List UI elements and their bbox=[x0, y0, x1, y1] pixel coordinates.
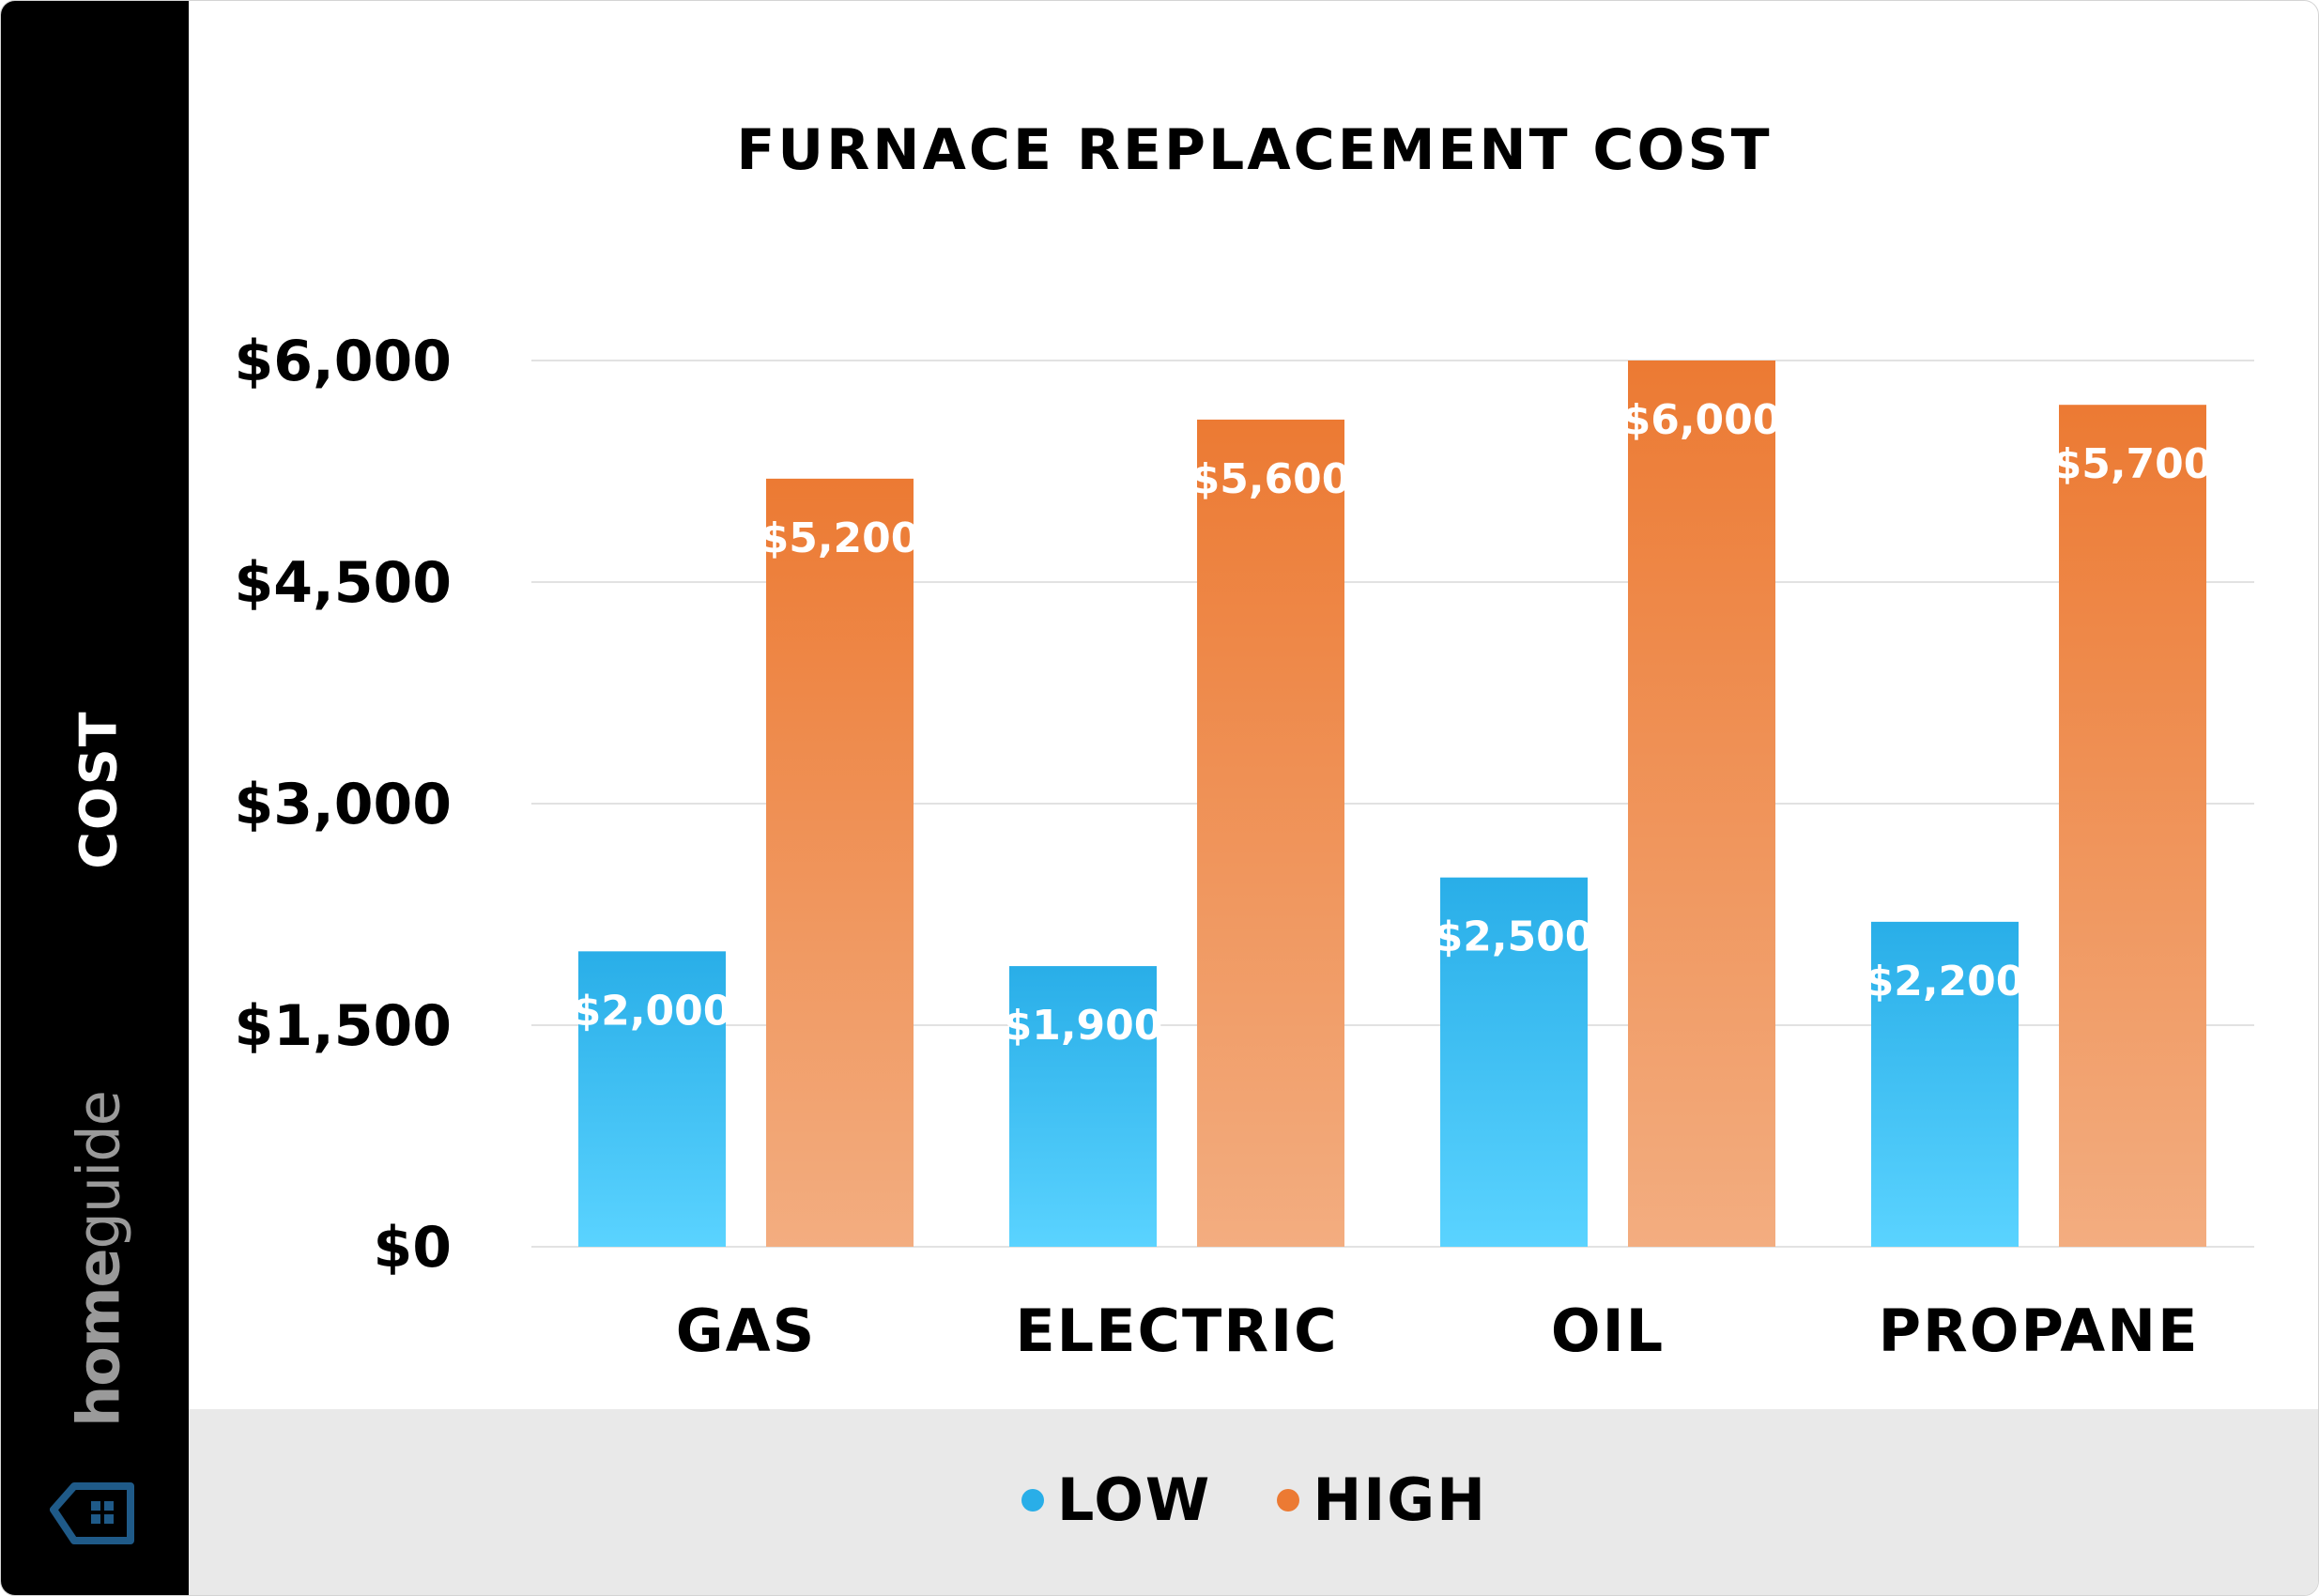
legend-band bbox=[189, 1409, 2318, 1595]
data-label-high: $6,000 bbox=[1622, 396, 1782, 444]
chart-title: FURNACE REPLACEMENT COST bbox=[736, 117, 1773, 183]
legend-item-low: LOW bbox=[1021, 1466, 1211, 1534]
y-tick-label: $6,000 bbox=[234, 329, 452, 394]
bar-high bbox=[2059, 405, 2206, 1247]
data-label-low: $2,200 bbox=[1866, 958, 2025, 1005]
data-label-low: $2,000 bbox=[573, 987, 732, 1035]
bar-low bbox=[1009, 966, 1157, 1247]
y-tick-label: $4,500 bbox=[234, 550, 452, 616]
sidebar: COST homeguide bbox=[1, 1, 189, 1595]
bar-high bbox=[1628, 361, 1775, 1247]
data-label-high: $5,200 bbox=[760, 514, 920, 562]
legend-item-high: HIGH bbox=[1277, 1466, 1487, 1534]
legend-swatch-low bbox=[1021, 1488, 1044, 1512]
x-tick-label: PROPANE bbox=[1879, 1297, 2200, 1365]
bar-high bbox=[1197, 419, 1344, 1247]
data-label-high: $5,700 bbox=[2053, 440, 2213, 488]
x-tick-label: GAS bbox=[676, 1297, 817, 1365]
x-tick-label: ELECTRIC bbox=[1015, 1297, 1338, 1365]
legend-label-high: HIGH bbox=[1313, 1466, 1488, 1534]
bar-high bbox=[766, 478, 914, 1247]
legend-label-low: LOW bbox=[1056, 1466, 1212, 1534]
y-tick-label: $1,500 bbox=[234, 993, 452, 1059]
legend: LOW HIGH bbox=[189, 1466, 2318, 1534]
bar-low bbox=[1871, 921, 2019, 1247]
bar-low bbox=[578, 951, 726, 1247]
y-tick-label: $3,000 bbox=[234, 772, 452, 837]
data-label-low: $2,500 bbox=[1435, 913, 1594, 961]
house-logo-icon bbox=[50, 1482, 134, 1544]
data-label-low: $1,900 bbox=[1004, 1002, 1163, 1050]
bar-low bbox=[1440, 877, 1588, 1247]
chart-plot: $0 $1,500 $3,000 $4,500 $6,000 $2,000 $5,200 GA… bbox=[234, 329, 2254, 1365]
data-label-high: $5,600 bbox=[1191, 455, 1351, 503]
x-tick-label: OIL bbox=[1551, 1297, 1665, 1365]
legend-swatch-high bbox=[1277, 1488, 1300, 1512]
y-tick-label: $0 bbox=[374, 1215, 453, 1281]
